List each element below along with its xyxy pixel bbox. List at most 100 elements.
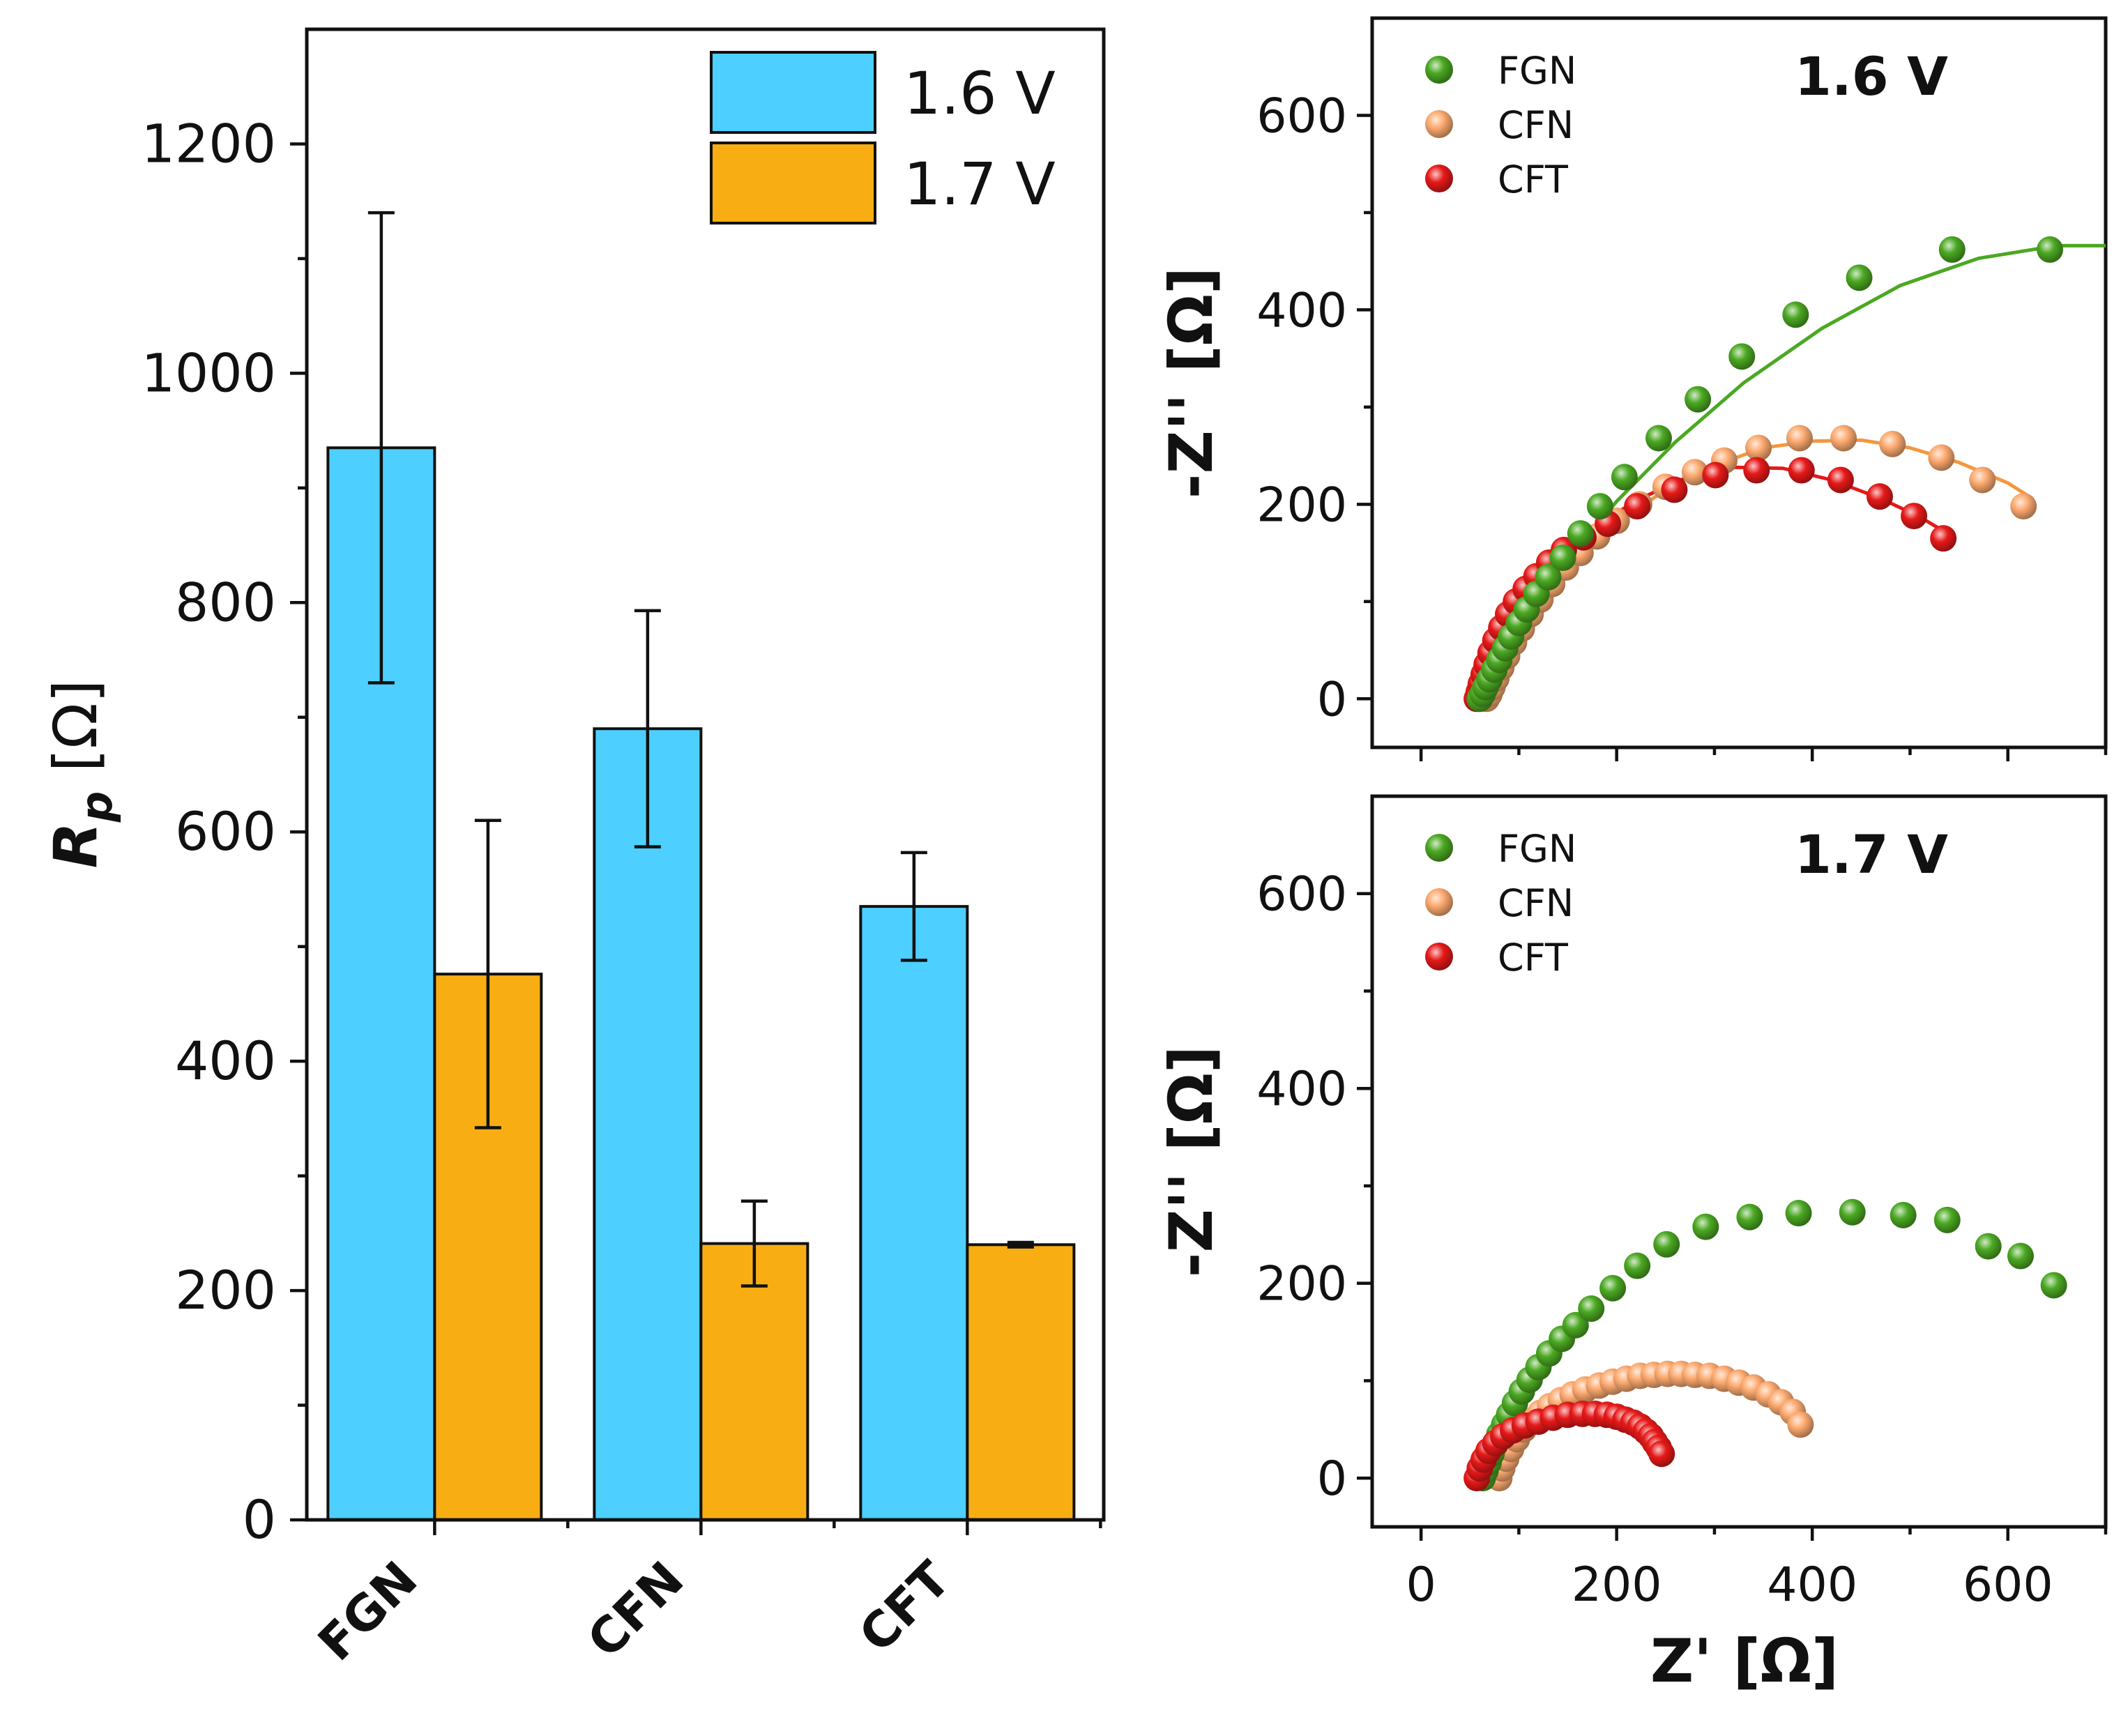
data-point: [1567, 520, 1594, 547]
y-tick-label: 0: [1317, 672, 1347, 727]
y-tick-label: 600: [1256, 89, 1347, 144]
data-point: [1890, 1201, 1917, 1228]
legend-label-fgn: FGN: [1498, 49, 1576, 93]
data-point: [1586, 493, 1613, 520]
panel-title: 1.6 V: [1795, 45, 1948, 107]
legend-label-cfn: CFN: [1498, 881, 1574, 925]
error-bar-fgn-1-6v: [367, 211, 395, 685]
legend-swatch-1-6v: [710, 51, 876, 134]
data-point: [1928, 444, 1955, 471]
y-axis-label: -Z'' [Ω]: [1157, 1046, 1226, 1277]
legend-marker-fgn: [1425, 834, 1453, 862]
legend-label-cfn: CFN: [1498, 103, 1574, 147]
series-fgn: [1466, 236, 2064, 713]
legend-label-1-7v: 1.7 V: [904, 150, 1056, 218]
y-axis-label: -Z'' [Ω]: [1157, 267, 1226, 498]
y-tick-label: 400: [175, 1030, 276, 1092]
legend-swatch-1-7v: [710, 142, 876, 224]
y-tick-label: 1200: [142, 112, 276, 174]
data-point: [1648, 1440, 1675, 1468]
data-point: [1785, 1200, 1812, 1227]
data-point: [1549, 545, 1576, 572]
legend-marker-cft: [1425, 165, 1453, 192]
data-point: [2007, 1242, 2034, 1270]
bar-cfn-1-7v: [699, 1242, 809, 1521]
data-point: [2010, 493, 2037, 520]
data-point: [1624, 493, 1651, 520]
data-point: [2040, 1272, 2067, 1299]
x-tick-label-cfn: CFN: [577, 1551, 695, 1669]
nyquist-plot-1-6v: 0 200 400 600 -Z'' [Ω] 1.6 V FGN CFN CFT: [1157, 16, 2108, 761]
data-point: [1866, 483, 1893, 510]
x-tick-label-cft: CFT: [848, 1551, 961, 1663]
data-point: [1535, 563, 1562, 591]
data-point: [1692, 1213, 1719, 1240]
legend-label-1-6v: 1.6 V: [904, 59, 1056, 128]
y-tick-label: 0: [243, 1488, 276, 1551]
data-point: [1745, 434, 1772, 462]
data-point: [1653, 1231, 1680, 1258]
plot-frame: [1370, 794, 2108, 1529]
data-point: [1839, 1198, 1866, 1226]
data-point: [1846, 264, 1873, 291]
data-point: [1975, 1233, 2002, 1260]
x-tick-label: 600: [1963, 1558, 2053, 1613]
panel-title: 1.7 V: [1795, 823, 1948, 885]
legend: FGN CFN CFT: [1425, 49, 1576, 201]
y-tick-label: 200: [1256, 1257, 1347, 1312]
legend-label-fgn: FGN: [1498, 827, 1576, 871]
data-point: [1702, 462, 1729, 489]
y-tick-label: 1000: [142, 342, 276, 404]
y-tick-label: 0: [1317, 1452, 1347, 1507]
data-point: [1933, 1206, 1961, 1233]
legend-label-cft: CFT: [1498, 936, 1569, 980]
y-tick-label: 400: [1256, 283, 1347, 338]
error-bar-cfn-1-6v: [634, 609, 661, 848]
rp-bar-chart: FGN CFN CFT 0 200 400 600 800 1000 1200 Rp [Ω] 1.6 …: [41, 27, 1106, 1672]
data-point: [1578, 1295, 1605, 1322]
legend: 1.6 V 1.7 V: [710, 51, 1056, 224]
y-tick-label: 200: [175, 1259, 276, 1321]
data-point: [1599, 1274, 1627, 1302]
bar-cft-1-7v: [966, 1243, 1076, 1522]
data-point: [2037, 236, 2064, 263]
data-point: [1938, 236, 1966, 263]
data-point: [1879, 430, 1906, 457]
y-tick-label: 400: [1256, 1062, 1347, 1117]
data-point: [1685, 386, 1712, 413]
legend-marker-fgn: [1425, 56, 1453, 84]
data-point: [1736, 1203, 1763, 1231]
plot-frame: [1370, 16, 2108, 749]
data-point: [1830, 425, 1857, 452]
x-axis-label: Z' [Ω]: [1650, 1627, 1839, 1696]
series-cft: [1464, 1400, 1675, 1492]
y-axis-label: Rp [Ω]: [41, 680, 122, 869]
bar-cft-1-6v: [859, 905, 969, 1521]
data-point: [1827, 466, 1854, 494]
error-bar-fgn-1-7v: [474, 818, 501, 1129]
legend-marker-cfn: [1425, 110, 1453, 138]
data-point: [1782, 301, 1809, 328]
data-point: [1611, 464, 1638, 491]
y-tick-label: 600: [175, 800, 276, 862]
legend-marker-cft: [1425, 943, 1453, 970]
data-point: [1624, 1252, 1651, 1279]
data-point: [1645, 425, 1672, 452]
legend: FGN CFN CFT: [1425, 827, 1576, 980]
plot-frame: [305, 27, 1106, 1522]
legend-marker-cfn: [1425, 888, 1453, 916]
x-tick-label: 200: [1572, 1558, 1662, 1613]
data-point: [1787, 1411, 1814, 1438]
error-bar-cft-1-6v: [900, 851, 927, 962]
legend-label-cft: CFT: [1498, 158, 1569, 201]
data-point: [1786, 425, 1813, 452]
data-point: [1681, 459, 1708, 486]
y-tick-label: 200: [1256, 478, 1347, 533]
data-point: [1969, 466, 1996, 494]
y-tick-label: 600: [1256, 867, 1347, 922]
bar-cfn-1-6v: [593, 727, 703, 1521]
data-point: [1901, 503, 1928, 530]
error-bar-cft-1-7v: [1007, 1240, 1034, 1249]
data-point: [1562, 1311, 1589, 1339]
